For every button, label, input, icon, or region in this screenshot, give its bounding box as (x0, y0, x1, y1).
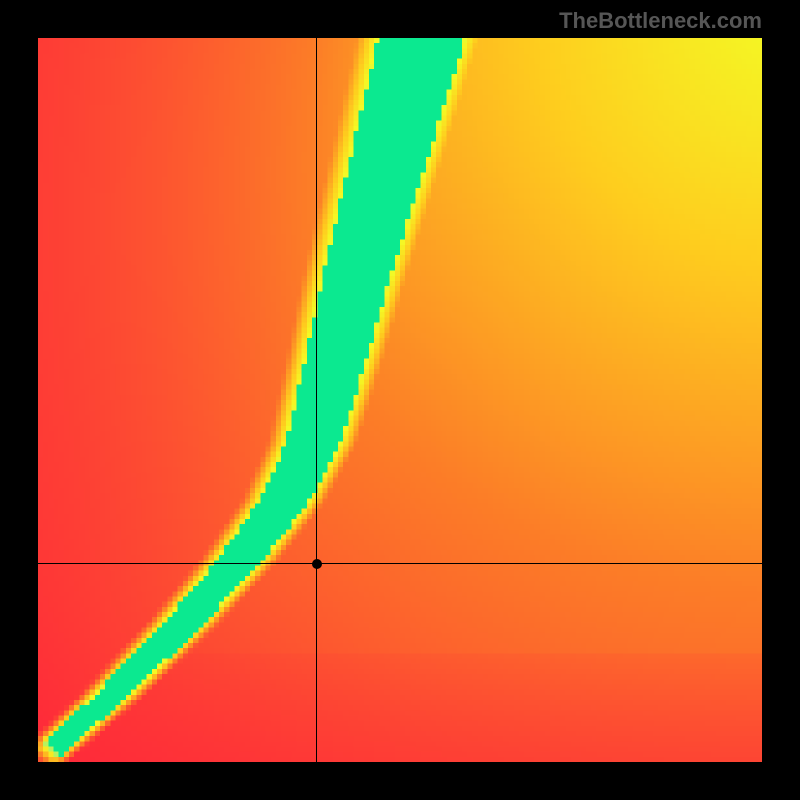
crosshair-marker (312, 559, 322, 569)
chart-container: TheBottleneck.com (0, 0, 800, 800)
bottleneck-heatmap (38, 38, 762, 762)
crosshair-horizontal (38, 563, 762, 564)
watermark-label: TheBottleneck.com (559, 8, 762, 34)
crosshair-vertical (316, 38, 317, 762)
